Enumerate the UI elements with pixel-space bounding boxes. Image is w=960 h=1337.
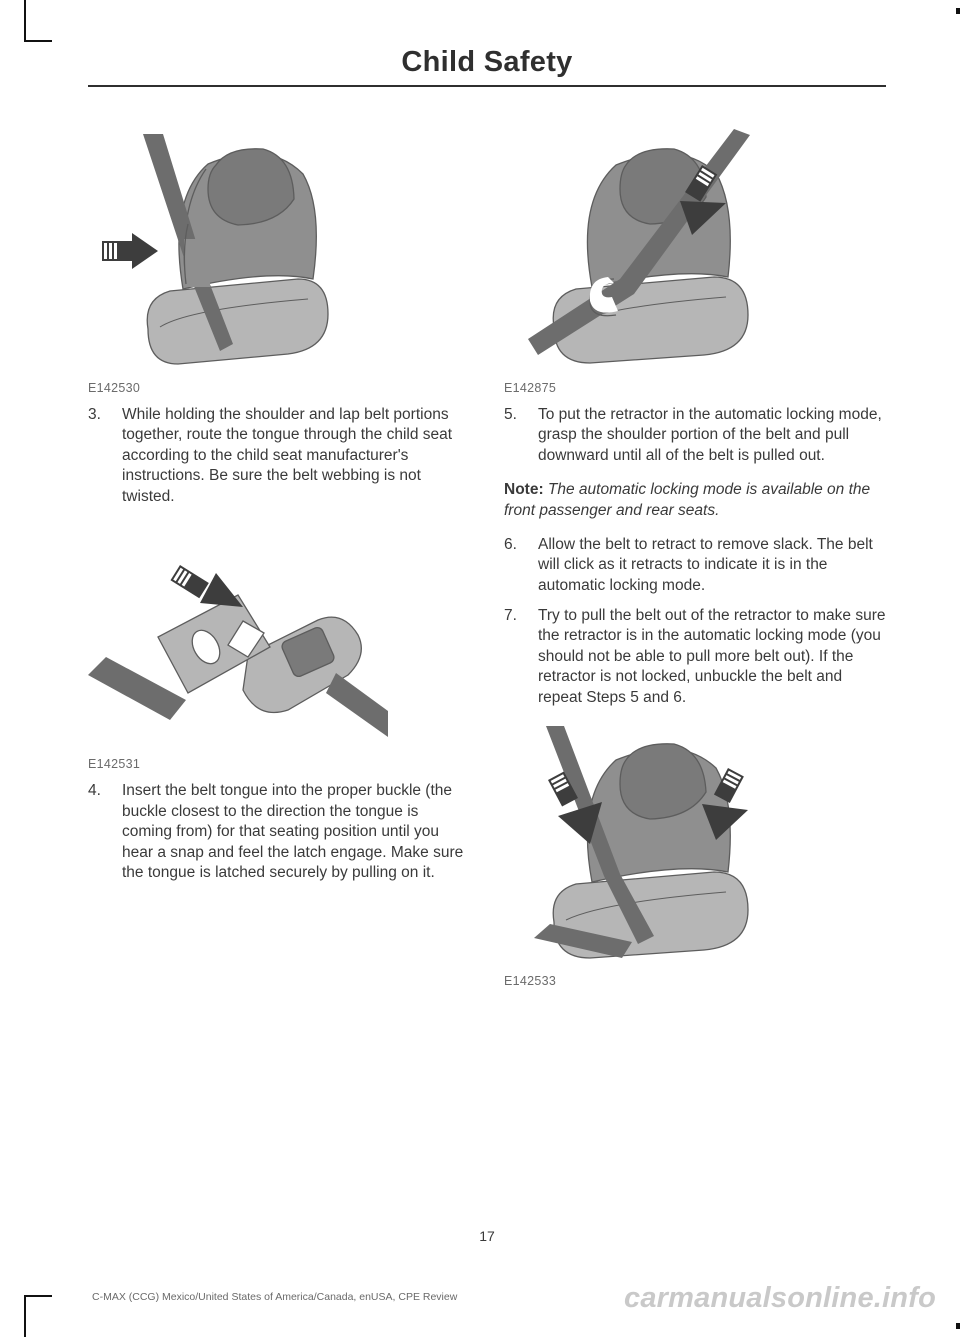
pull-belt-down-illustration xyxy=(504,129,804,379)
right-arrow-icon xyxy=(102,233,158,269)
note-body: The automatic locking mode is available … xyxy=(504,481,870,518)
watermark-text: carmanualsonline.info xyxy=(624,1282,936,1315)
figure-label: E142533 xyxy=(504,974,886,988)
insert-arrow-icon xyxy=(170,565,243,607)
figure-e142530: E142530 xyxy=(88,129,470,395)
right-column: E142875 5. To put the retractor in the a… xyxy=(504,129,886,996)
step-number: 5. xyxy=(504,405,520,466)
figure-label: E142531 xyxy=(88,757,470,771)
step-text: Allow the belt to retract to remove slac… xyxy=(538,535,886,596)
note-block: Note: The automatic locking mode is avai… xyxy=(504,480,886,520)
step-text: Try to pull the belt out of the retracto… xyxy=(538,606,886,708)
page-content: Child Safety xyxy=(88,46,886,1258)
title-rule xyxy=(88,85,886,87)
figure-e142533: E142533 xyxy=(504,724,886,988)
step-text: Insert the belt tongue into the proper b… xyxy=(122,781,470,883)
step-5: 5. To put the retractor in the automatic… xyxy=(504,405,886,466)
belt-buckle-illustration xyxy=(88,525,398,755)
crop-mark-bl xyxy=(24,1295,52,1337)
figure-e142875: E142875 xyxy=(504,129,886,395)
figure-e142531: E142531 xyxy=(88,525,470,771)
two-column-layout: E142530 3. While holding the shoulder an… xyxy=(88,129,886,996)
step-3: 3. While holding the shoulder and lap be… xyxy=(88,405,470,507)
child-seat-belt-route-illustration xyxy=(88,129,378,379)
step-text: While holding the shoulder and lap belt … xyxy=(122,405,470,507)
crop-mark-tl xyxy=(24,0,52,42)
step-number: 7. xyxy=(504,606,520,708)
step-6: 6. Allow the belt to retract to remove s… xyxy=(504,535,886,596)
figure-label: E142530 xyxy=(88,381,470,395)
step-number: 3. xyxy=(88,405,104,507)
crop-mark-tr xyxy=(956,8,960,14)
page-title: Child Safety xyxy=(88,46,886,79)
tighten-belt-illustration xyxy=(504,724,804,972)
step-4: 4. Insert the belt tongue into the prope… xyxy=(88,781,470,883)
step-number: 6. xyxy=(504,535,520,596)
step-text: To put the retractor in the automatic lo… xyxy=(538,405,886,466)
left-column: E142530 3. While holding the shoulder an… xyxy=(88,129,470,996)
crop-mark-br xyxy=(956,1323,960,1329)
step-number: 4. xyxy=(88,781,104,883)
figure-label: E142875 xyxy=(504,381,886,395)
footer-doc-info: C-MAX (CCG) Mexico/United States of Amer… xyxy=(92,1291,457,1303)
page-number: 17 xyxy=(88,1228,886,1244)
step-7: 7. Try to pull the belt out of the retra… xyxy=(504,606,886,708)
note-label: Note: xyxy=(504,481,544,498)
